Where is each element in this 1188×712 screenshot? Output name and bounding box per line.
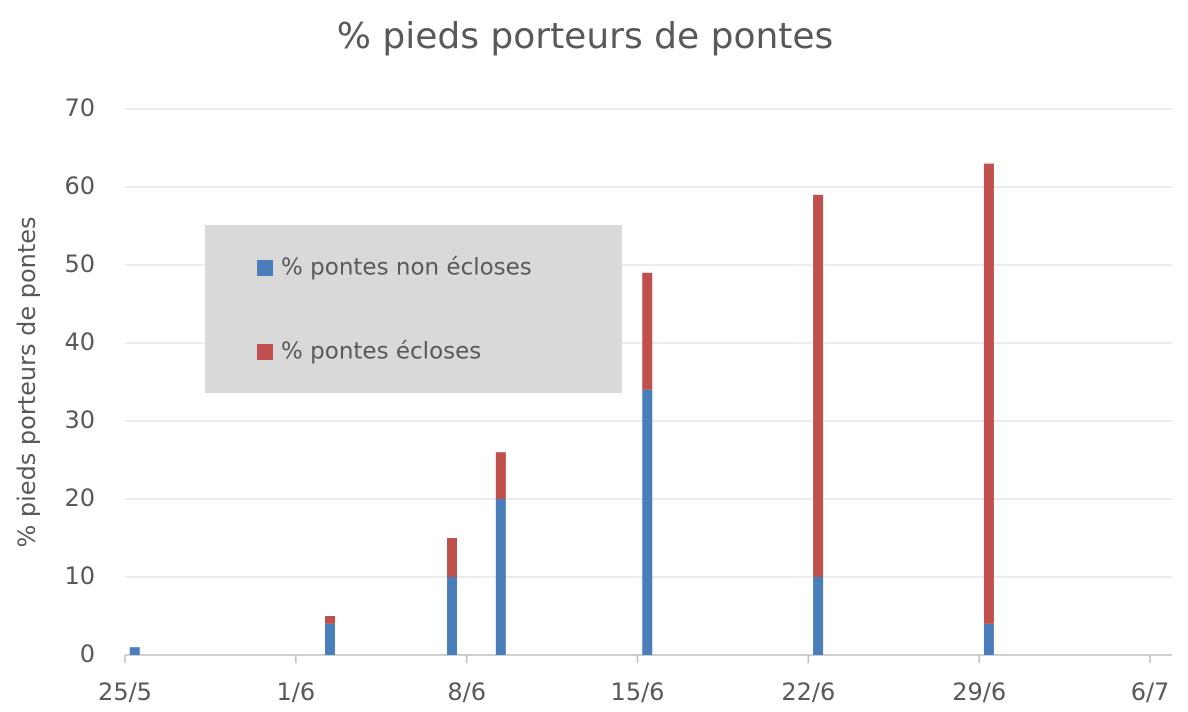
bar	[983, 623, 994, 655]
y-tick-label: 30	[64, 406, 95, 434]
legend-swatch	[257, 344, 273, 360]
x-tick-label: 6/7	[1131, 678, 1170, 706]
legend-box	[205, 225, 622, 393]
bar	[495, 499, 506, 655]
bar	[129, 647, 140, 655]
chart-title: % pieds porteurs de pontes	[337, 16, 834, 57]
bar	[495, 452, 506, 499]
y-tick-label: 40	[64, 328, 95, 356]
x-tick-label: 8/6	[447, 678, 486, 706]
bar	[813, 577, 824, 655]
bar	[325, 623, 335, 655]
bar	[325, 616, 335, 624]
y-tick-label: 60	[64, 172, 95, 200]
legend-label: % pontes non écloses	[281, 255, 532, 281]
bar	[447, 538, 458, 577]
bar	[447, 577, 458, 655]
y-tick-label: 50	[64, 250, 95, 278]
y-tick-label: 20	[64, 484, 95, 512]
x-tick-label: 15/6	[611, 678, 665, 706]
x-tick-label: 25/5	[98, 678, 152, 706]
bar	[642, 272, 653, 390]
bar	[642, 389, 653, 655]
legend-swatch	[257, 260, 273, 276]
y-tick-label: 10	[64, 562, 95, 590]
x-tick-label: 1/6	[277, 678, 316, 706]
y-axis-label: % pieds porteurs de pontes	[13, 216, 41, 547]
legend-label: % pontes écloses	[281, 339, 481, 365]
bar	[983, 163, 994, 624]
y-tick-label: 0	[80, 640, 95, 668]
bar	[813, 194, 824, 578]
x-tick-label: 22/6	[781, 678, 835, 706]
y-tick-label: 70	[64, 94, 95, 122]
x-tick-label: 29/6	[952, 678, 1006, 706]
